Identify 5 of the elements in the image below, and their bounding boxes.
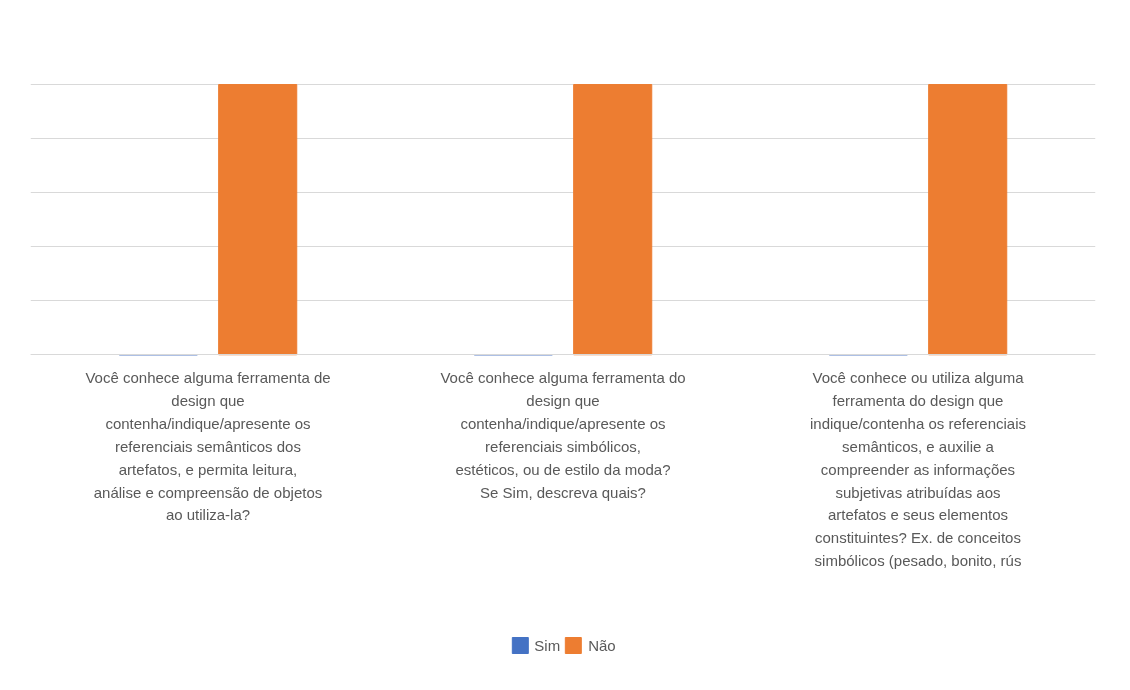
legend-label: Não	[588, 636, 616, 654]
x-tick-label: Você conhece alguma ferramenta de design que contenha/indique/apresente os referenciais semânticos dos artefatos, e permita leitura, análise e compreensão de objetos ao utiliza-la?	[85, 368, 331, 524]
category-label: Você conhece ou utiliza alguma ferramenta do design que indique/contenha os referenciais semânticos, e auxilie a compreender as informações subjetivas atribuídas aos artefatos e seus elementos constituintes? Ex. de conceitos simbólicos (pesado, bonito, rús	[810, 368, 1026, 570]
legend-label: Sim	[534, 636, 561, 654]
x-tick-label: Você conhece alguma ferramenta do design que contenha/indique/apresente os referenciais simbólicos, estéticos, ou de estilo da moda? Se Sim, descreva quais?	[440, 368, 686, 501]
